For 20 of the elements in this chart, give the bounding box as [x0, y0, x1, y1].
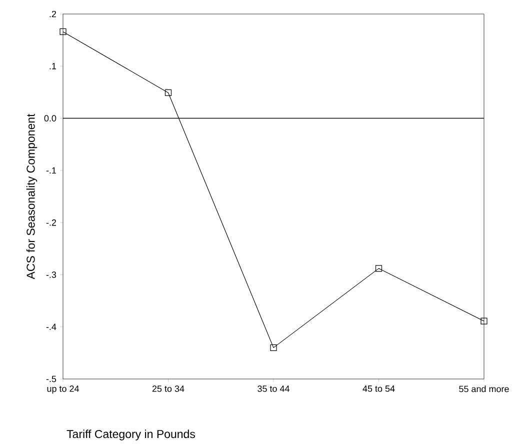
y-tick-label: -.3	[46, 272, 56, 278]
point	[164, 90, 172, 96]
x-axis-title: Tariff Category in Pounds	[66, 430, 196, 441]
y-tick-label: .1	[50, 63, 56, 70]
point	[480, 318, 488, 325]
y-tick-label: -.1	[46, 167, 56, 174]
y-tick-label: .2	[50, 10, 56, 18]
y-tick-label: 0.0	[44, 115, 56, 122]
x-tick-label: 35 to 44	[258, 386, 290, 392]
x-tick-label: up to 24	[47, 386, 79, 394]
x-tick-label: 45 to 54	[362, 386, 395, 392]
point	[375, 265, 382, 272]
point	[60, 28, 66, 36]
y-tick-label: -.5	[46, 376, 56, 382]
y-axis-title: ACS for Seasonality Component	[26, 114, 38, 280]
x-tick-label: 55 and more	[459, 386, 509, 392]
y-tick-label: -.4	[46, 324, 56, 330]
point	[270, 344, 277, 352]
x-tick-label: 25 to 34	[152, 386, 184, 392]
y-tick-label: -.2	[46, 220, 56, 226]
